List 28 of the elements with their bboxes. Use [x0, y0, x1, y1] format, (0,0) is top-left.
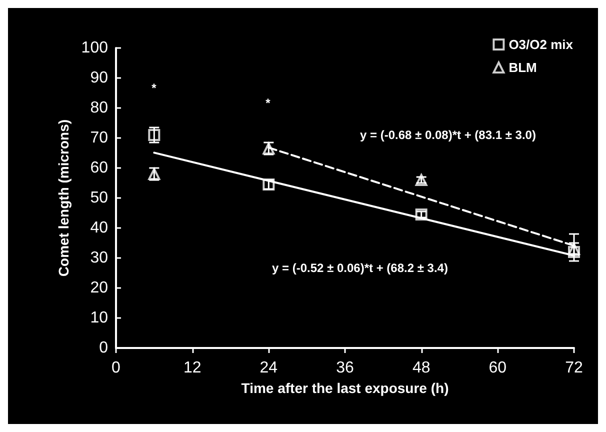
- x-tick-label: 72: [565, 360, 583, 376]
- point: [148, 129, 160, 141]
- legend-label: O3/O2 mix: [508, 37, 574, 52]
- y-tick-label: 90: [90, 70, 108, 86]
- y-tick-label: 80: [90, 100, 108, 116]
- x-tick-label: 36: [336, 360, 354, 376]
- y-tick-label: 10: [90, 310, 108, 326]
- y-tick-label: 60: [90, 160, 108, 176]
- annotation: y = (-0.52 ± 0.06)*t + (68.2 ± 3.4): [272, 261, 448, 275]
- x-tick-label: 0: [112, 360, 121, 376]
- legend-label: BLM: [508, 60, 537, 75]
- x-tick-label: 60: [488, 360, 507, 376]
- annotation: y = (-0.68 ± 0.08)*t + (83.1 ± 3.0): [360, 128, 536, 142]
- y-axis-title: Comet length (microns): [55, 119, 72, 277]
- y-tick-label: 70: [90, 130, 108, 146]
- x-tick-label: 48: [412, 360, 430, 376]
- annotation: *: [266, 96, 271, 110]
- y-tick-label: 100: [81, 40, 108, 56]
- y-tick-label: 20: [90, 280, 108, 296]
- annotation: *: [152, 81, 157, 95]
- y-tick-label: 40: [90, 220, 108, 236]
- y-tick-label: 30: [90, 250, 108, 266]
- x-tick-label: 12: [183, 360, 202, 376]
- point: [568, 246, 580, 258]
- x-axis-title: Time after the last exposure (h): [241, 380, 449, 396]
- y-tick-label: 0: [99, 340, 108, 356]
- y-tick-label: 50: [90, 190, 108, 206]
- x-tick-label: 24: [260, 360, 278, 376]
